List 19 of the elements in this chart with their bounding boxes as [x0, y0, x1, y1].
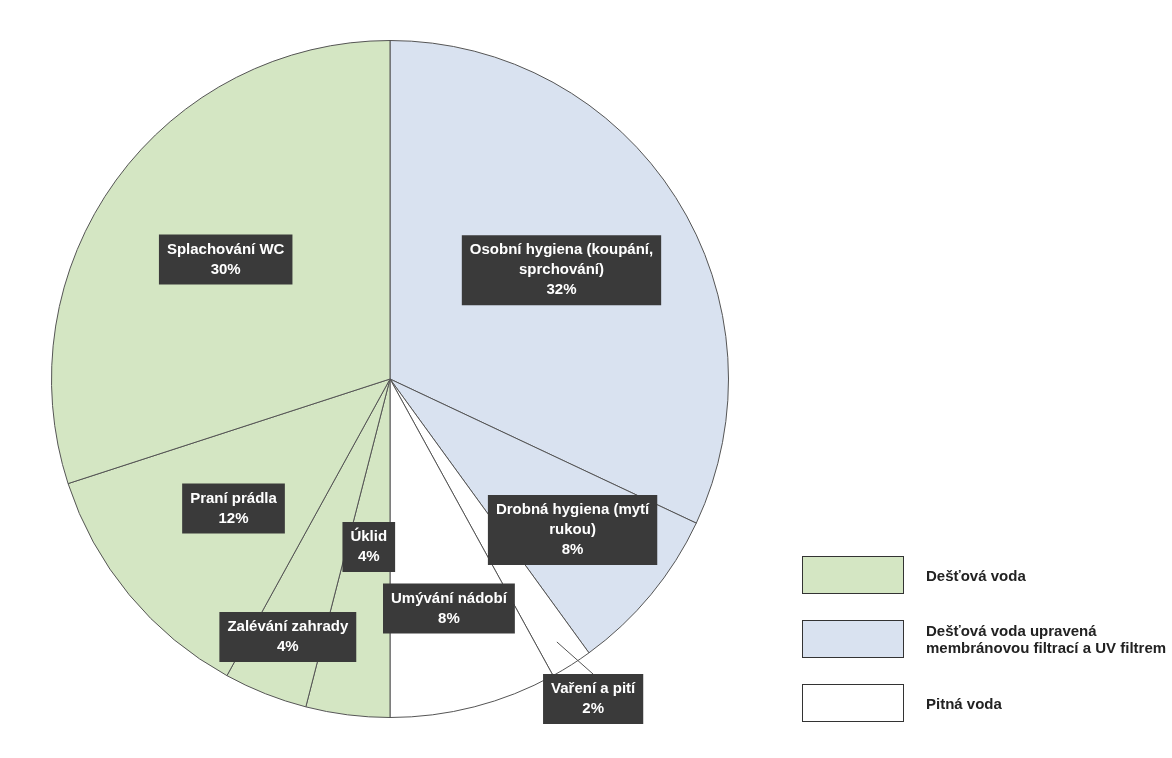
- data-label: 4%: [357, 547, 380, 565]
- slice-label: Praní prádla: [190, 488, 278, 506]
- slice-label: Vaření a pití: [551, 679, 637, 697]
- data-label: 8%: [438, 608, 460, 626]
- data-label: 12%: [218, 508, 249, 526]
- slice-label: Drobná hygiena (mytí rukou): [495, 500, 651, 538]
- text: Dešťová voda upravená membránovou filtrací a UV filtrem: [926, 622, 1168, 656]
- slice-label: Osobní hygiena (koupání, sprchování): [469, 240, 654, 278]
- data-label: 2%: [582, 699, 604, 717]
- slice-label: Úklid: [350, 527, 388, 545]
- data-label: 30%: [210, 259, 241, 277]
- slice-label: Splachování WC: [166, 239, 285, 257]
- slice-label: Zalévání zahrady: [227, 617, 349, 635]
- data-label: 32%: [546, 280, 577, 298]
- slice-label: Umývání nádobí: [391, 588, 508, 606]
- text: Dešťová voda: [926, 566, 1026, 584]
- data-label: 8%: [561, 540, 584, 558]
- text: Pitná voda: [926, 694, 1002, 712]
- data-label: 4%: [276, 637, 299, 655]
